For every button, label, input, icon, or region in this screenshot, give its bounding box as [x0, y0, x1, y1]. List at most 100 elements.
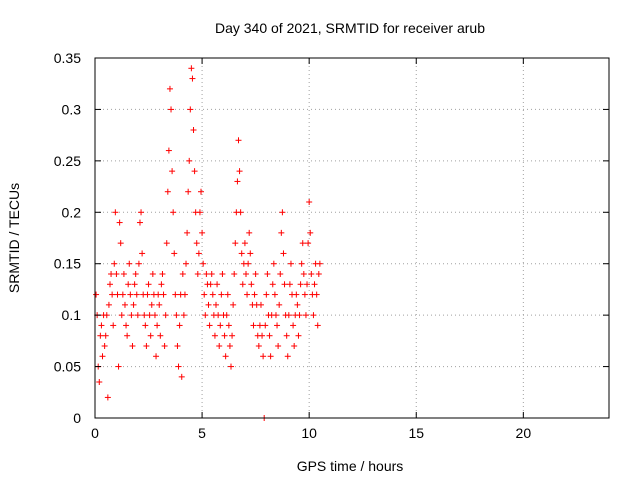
data-point	[186, 157, 193, 164]
data-point	[108, 271, 115, 277]
data-point	[146, 312, 153, 319]
data-point	[239, 281, 246, 288]
data-point	[118, 312, 125, 319]
data-point	[264, 271, 271, 277]
data-point	[245, 260, 252, 267]
data-point	[109, 291, 116, 298]
x-tick-label: 0	[91, 425, 99, 441]
data-point	[166, 85, 173, 92]
data-point	[181, 291, 188, 298]
tick-labels: 0 5 10 15 20 0 0.05 0.1 0.15 0.2 0.25 0.3 0.35	[54, 50, 532, 441]
data-point	[171, 250, 178, 257]
data-point	[216, 343, 223, 349]
data-point	[307, 229, 314, 236]
data-point	[148, 301, 155, 308]
data-point	[310, 312, 317, 319]
data-point	[178, 373, 185, 380]
data-point	[130, 301, 137, 308]
data-point	[145, 281, 152, 288]
data-point	[189, 75, 196, 82]
data-point	[293, 291, 300, 298]
data-point	[280, 250, 287, 257]
data-point	[104, 394, 111, 401]
x-tick-label: 10	[301, 425, 317, 441]
data-point	[266, 332, 273, 339]
data-point	[195, 250, 202, 257]
data-point	[187, 106, 194, 113]
data-point	[110, 322, 117, 329]
data-point	[144, 291, 151, 298]
data-point	[131, 281, 138, 288]
data-point	[269, 281, 276, 288]
data-point	[124, 332, 131, 339]
data-point	[191, 168, 198, 175]
data-point	[129, 343, 136, 349]
data-point	[128, 312, 135, 319]
data-point	[155, 291, 162, 298]
data-point	[278, 229, 285, 236]
data-point	[183, 260, 190, 267]
data-point	[281, 281, 288, 288]
data-point	[290, 322, 297, 329]
data-point	[135, 260, 142, 267]
data-point	[250, 322, 257, 329]
chart-title: Day 340 of 2021, SRMTID for receiver aru…	[215, 20, 485, 36]
data-point	[111, 260, 118, 267]
data-point	[217, 322, 224, 329]
data-point	[203, 271, 210, 277]
data-point	[160, 291, 167, 298]
data-point	[219, 271, 226, 277]
data-point	[141, 312, 148, 319]
data-point	[305, 240, 312, 247]
data-point	[175, 363, 182, 370]
data-point	[193, 240, 200, 247]
plot-frame	[94, 57, 610, 419]
data-point	[157, 332, 164, 339]
data-point	[242, 271, 249, 277]
data-point	[188, 65, 195, 72]
data-point	[113, 271, 120, 277]
data-point	[286, 281, 293, 288]
y-tick-label: 0.35	[54, 50, 81, 66]
data-point	[98, 322, 105, 329]
data-point	[244, 291, 251, 298]
data-point	[262, 322, 269, 329]
data-point	[147, 332, 154, 339]
data-point	[221, 332, 228, 339]
data-point	[300, 271, 307, 277]
data-point	[164, 188, 171, 195]
data-point	[285, 312, 292, 319]
data-point	[149, 271, 156, 277]
data-point	[229, 332, 236, 339]
data-point	[231, 271, 238, 277]
data-point	[225, 322, 232, 329]
data-point	[179, 271, 186, 277]
data-point	[132, 271, 139, 277]
data-point	[316, 260, 323, 267]
data-point	[208, 271, 215, 277]
data-point	[224, 291, 231, 298]
data-point	[163, 240, 170, 247]
data-point	[126, 260, 133, 267]
data-point	[136, 219, 143, 226]
data-point	[162, 312, 169, 319]
data-point	[184, 229, 191, 236]
data-point	[283, 332, 290, 339]
data-point	[272, 312, 279, 319]
data-point	[143, 343, 150, 349]
x-tick-label: 15	[408, 425, 424, 441]
data-point	[114, 291, 121, 298]
data-point	[226, 343, 233, 349]
data-point	[236, 168, 243, 175]
data-point	[116, 219, 123, 226]
data-point	[296, 312, 303, 319]
data-point	[299, 240, 306, 247]
data-point	[101, 343, 108, 349]
data-point	[172, 291, 179, 298]
data-point	[308, 271, 315, 277]
data-point	[165, 147, 172, 154]
data-point	[315, 271, 322, 277]
data-point	[168, 106, 175, 113]
data-point	[151, 312, 158, 319]
data-point	[232, 240, 239, 247]
